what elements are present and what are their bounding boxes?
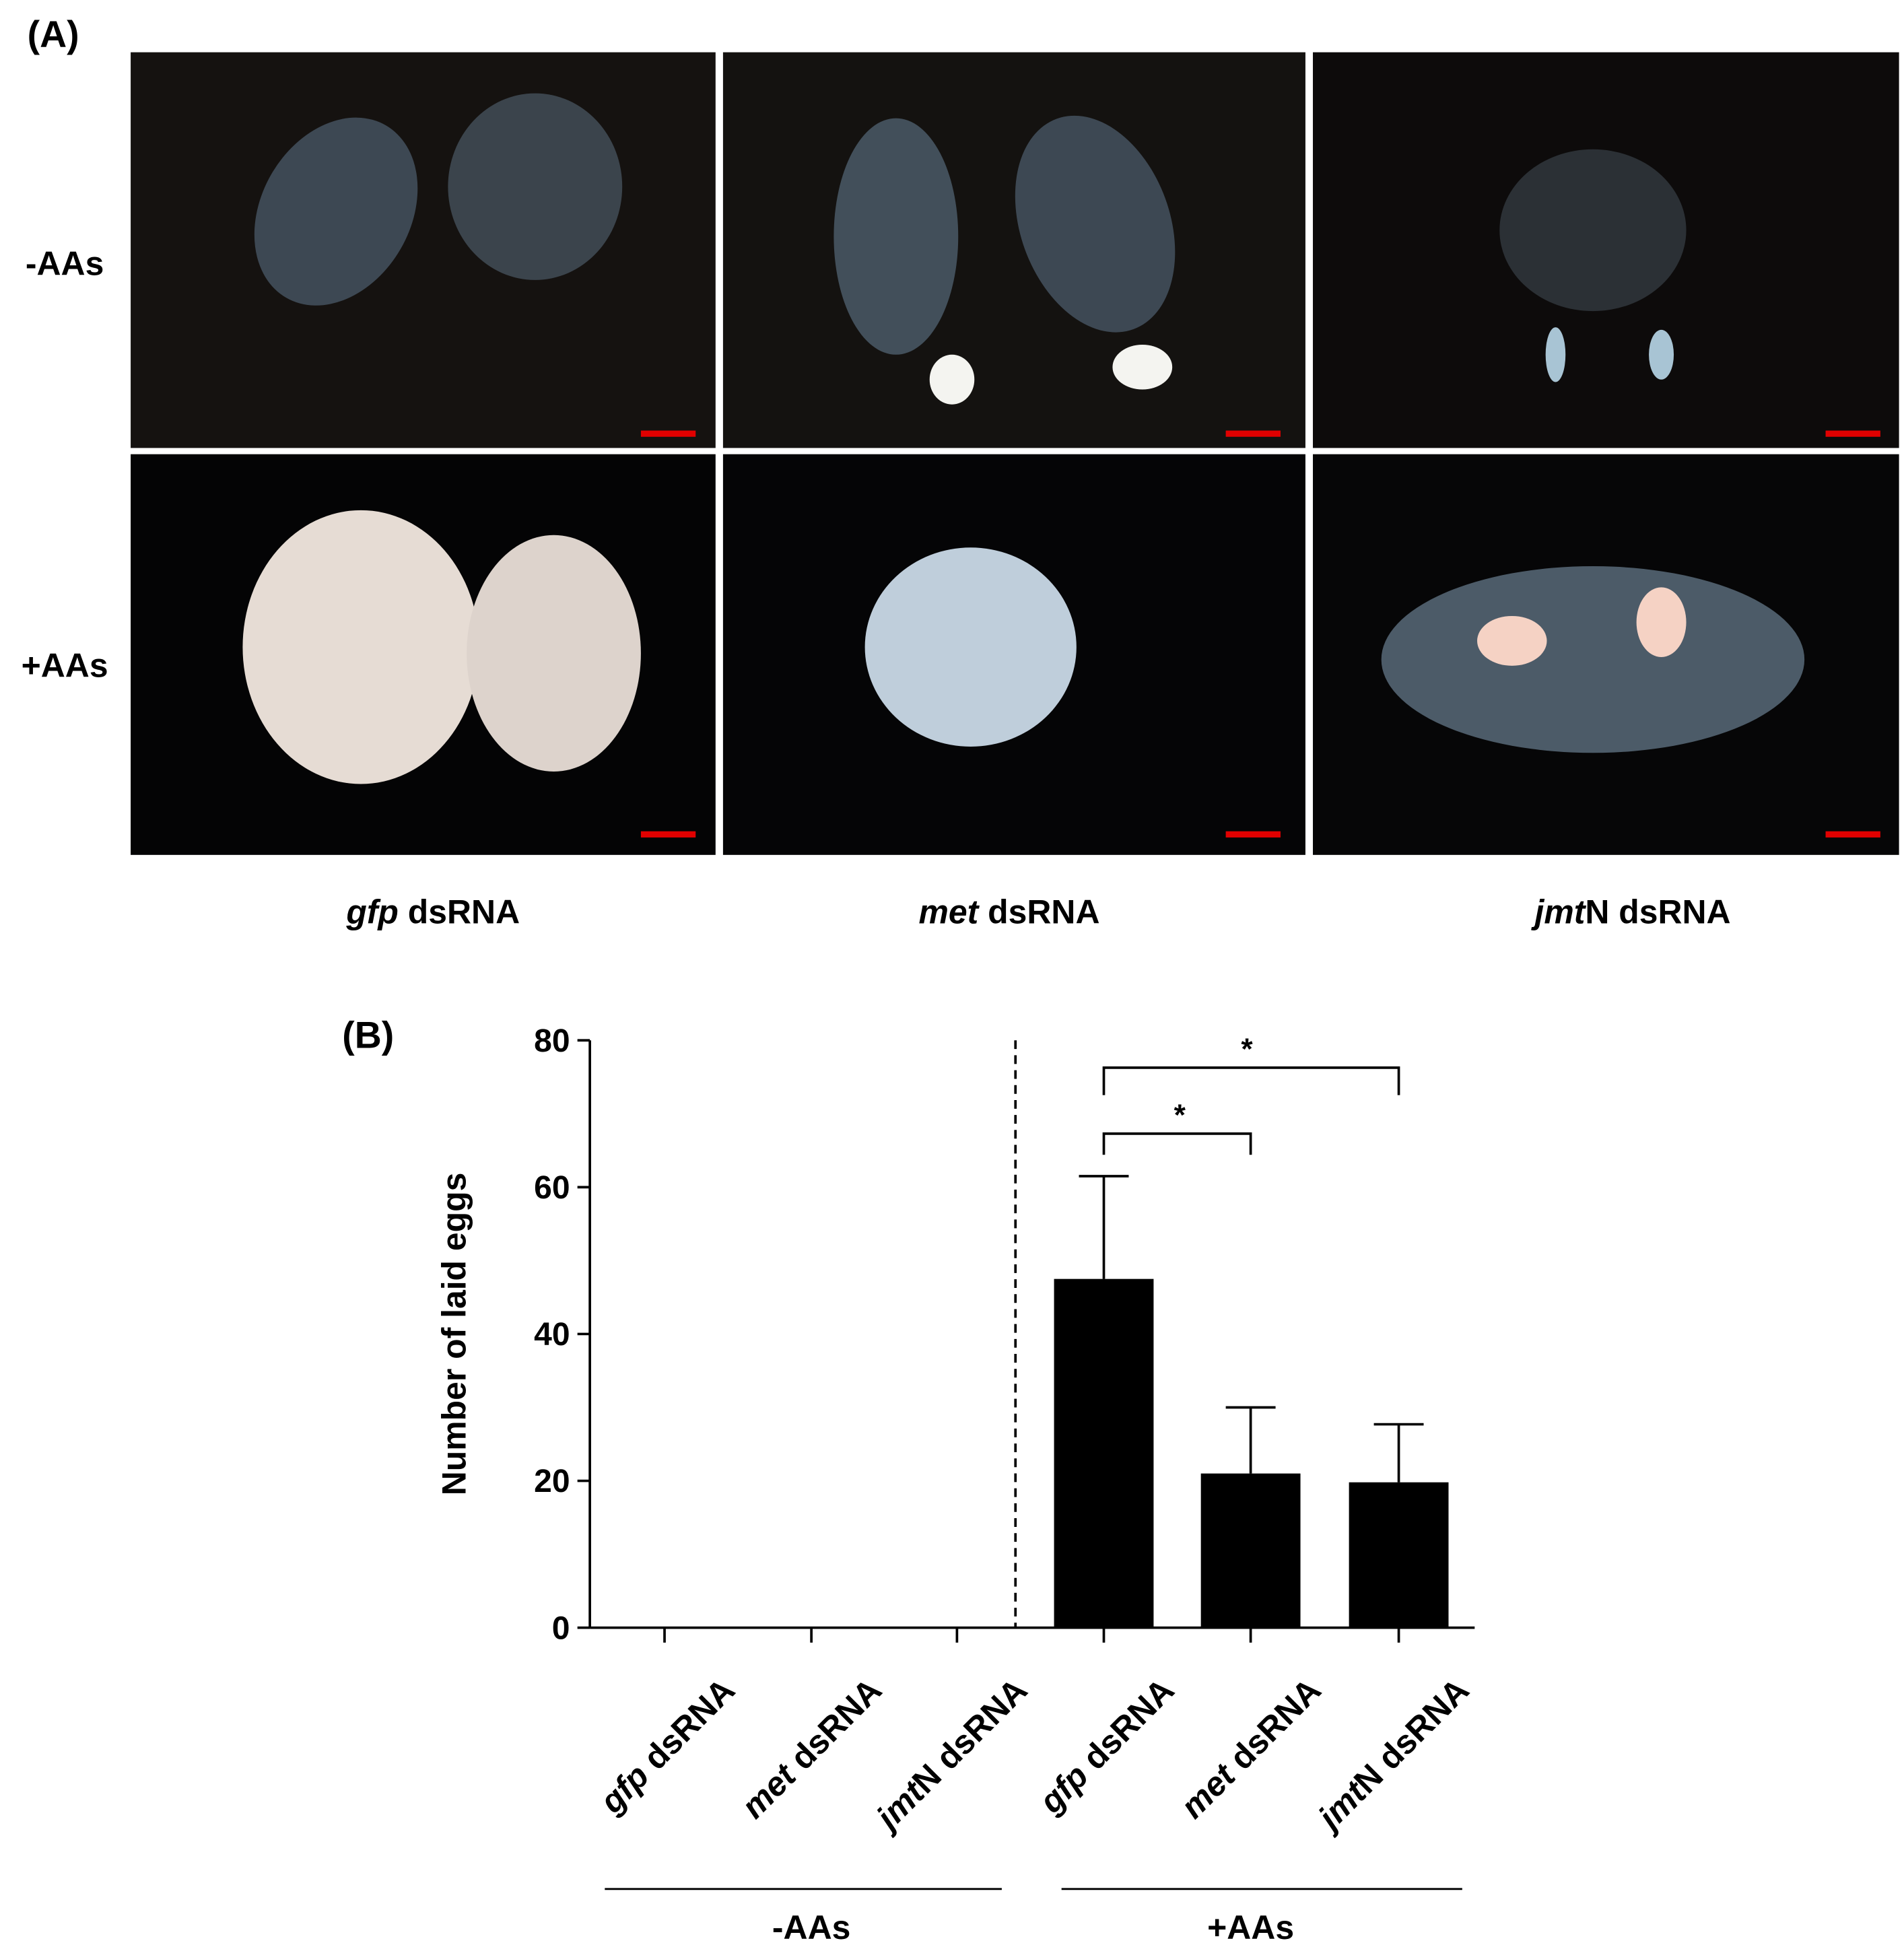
bracket <box>1102 1132 1252 1155</box>
row-label: -AAs <box>26 244 104 282</box>
text-part: dsRNA <box>399 893 520 930</box>
italic-part: gfp <box>345 893 399 930</box>
scale-bar <box>1225 430 1281 437</box>
panel-a-label: (A) <box>28 13 79 55</box>
y-tick-label: 0 <box>552 1610 570 1646</box>
y-tick-label: 80 <box>534 1023 570 1059</box>
gland <box>1477 615 1547 666</box>
panel-b-label: (B) <box>342 1014 394 1056</box>
group-label: +AAs <box>1207 1909 1294 1945</box>
text-part: N dsRNA <box>1585 893 1730 930</box>
gland <box>1112 344 1173 390</box>
bar <box>1200 1473 1301 1628</box>
ovary <box>1381 566 1805 753</box>
gland <box>1545 327 1566 382</box>
ovary <box>1015 115 1176 333</box>
x-tick-label: gfp dsRNA <box>1031 1671 1182 1821</box>
text-part: dsRNA <box>1068 1671 1181 1783</box>
ovary <box>448 93 623 280</box>
column-label: jmtN dsRNA <box>1531 893 1731 930</box>
significance-brackets <box>1102 1066 1400 1155</box>
y-axis-label: Number of laid eggs <box>435 1173 473 1496</box>
y-tick-label: 20 <box>534 1464 570 1499</box>
text-part: dsRNA <box>1216 1671 1328 1783</box>
text-part: dsRNA <box>630 1671 742 1783</box>
group-label: -AAs <box>772 1909 850 1945</box>
scale-bar <box>1225 831 1281 838</box>
x-tick-label: met dsRNA <box>734 1671 889 1826</box>
x-tick-label: jmtN dsRNA <box>1308 1671 1476 1839</box>
ovary <box>467 535 641 772</box>
significance-label: * <box>1241 1033 1253 1066</box>
text-part: dsRNA <box>776 1671 889 1783</box>
y-tick-label: 40 <box>534 1317 570 1353</box>
photo <box>722 52 1305 448</box>
gland <box>929 354 975 405</box>
italic-part: met <box>919 893 980 930</box>
gland <box>1636 587 1687 657</box>
italic-part: jmt <box>1531 893 1587 930</box>
ovary <box>864 547 1077 747</box>
gland <box>1649 329 1674 380</box>
bracket <box>1102 1066 1400 1095</box>
scale-bars <box>640 430 1880 838</box>
row-label: +AAs <box>22 647 108 685</box>
ovary <box>1499 149 1687 312</box>
text-part: dsRNA <box>978 893 1099 930</box>
x-tick-label: jmtN dsRNA <box>866 1671 1035 1839</box>
photo-grid <box>131 52 1899 855</box>
text-part: N dsRNA <box>1347 1671 1476 1800</box>
scale-bar <box>640 430 696 437</box>
y-tick-label: 60 <box>534 1170 570 1206</box>
scale-bar <box>1825 831 1880 838</box>
text-part: N dsRNA <box>905 1671 1034 1800</box>
bar <box>1349 1482 1449 1628</box>
x-tick-label: gfp dsRNA <box>592 1671 742 1821</box>
ovary <box>254 117 418 306</box>
scale-bar <box>1825 430 1880 437</box>
column-label: met dsRNA <box>919 893 1100 930</box>
bar <box>1054 1278 1154 1628</box>
photo <box>131 52 716 448</box>
ovary <box>834 118 959 355</box>
significance-label: * <box>1174 1099 1186 1132</box>
x-tick-label: met dsRNA <box>1174 1671 1328 1826</box>
scale-bar <box>640 831 696 838</box>
column-label: gfp dsRNA <box>345 893 520 930</box>
ovary <box>242 510 479 784</box>
